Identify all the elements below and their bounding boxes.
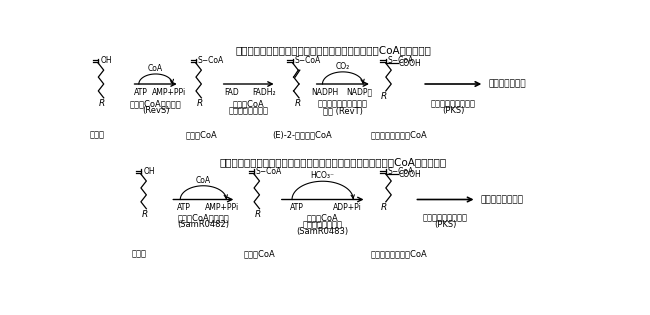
Text: アシルCoAリガーゼ: アシルCoAリガーゼ xyxy=(177,213,229,222)
Text: カルボキシラーゼ: カルボキシラーゼ xyxy=(303,220,343,229)
Text: NADPH: NADPH xyxy=(312,88,339,97)
Text: アシルCoA: アシルCoA xyxy=(244,249,276,259)
Text: アシルCoA: アシルCoA xyxy=(185,130,217,139)
Text: (PKS): (PKS) xyxy=(442,106,465,115)
Text: R: R xyxy=(255,210,261,219)
Text: (SamR0483): (SamR0483) xyxy=(296,227,349,236)
Text: 脂肪酸: 脂肪酸 xyxy=(132,249,147,259)
Text: リベロマイシン: リベロマイシン xyxy=(488,79,526,89)
Text: アシルCoAリガーゼ: アシルCoAリガーゼ xyxy=(130,100,181,108)
Text: S−CoA: S−CoA xyxy=(198,56,224,65)
Text: S−CoA: S−CoA xyxy=(387,56,413,65)
Text: 還元・カルボキシル化: 還元・カルボキシル化 xyxy=(318,100,368,108)
Text: S−CoA: S−CoA xyxy=(255,167,282,176)
Text: NADP＊: NADP＊ xyxy=(346,88,372,97)
Text: AMP+PPi: AMP+PPi xyxy=(205,203,239,212)
Text: FADH₂: FADH₂ xyxy=(252,88,276,97)
Text: ATP: ATP xyxy=(289,203,304,212)
Text: AMP+PPi: AMP+PPi xyxy=(152,88,187,97)
Text: CoA: CoA xyxy=(196,175,211,185)
Text: (SamR0482): (SamR0482) xyxy=(177,220,229,229)
Text: R: R xyxy=(197,100,203,108)
Text: ポリケチド合成酵素: ポリケチド合成酵素 xyxy=(423,213,468,222)
Text: デヒドロゲナーゼ: デヒドロゲナーゼ xyxy=(229,106,268,115)
Text: S−CoA: S−CoA xyxy=(387,167,413,176)
Text: 脂肪酸: 脂肪酸 xyxy=(89,130,104,139)
Text: 酵素 (RevT): 酵素 (RevT) xyxy=(323,106,363,115)
Text: R: R xyxy=(99,100,105,108)
Text: FAD: FAD xyxy=(224,88,239,97)
Text: ATP: ATP xyxy=(177,203,190,212)
Text: HCO₃⁻: HCO₃⁻ xyxy=(311,171,335,180)
Text: 還元・カルボキシル化酵素に依存しない新規アルキルマロニルCoA生合成経路: 還元・カルボキシル化酵素に依存しない新規アルキルマロニルCoA生合成経路 xyxy=(220,157,447,167)
Text: S−CoA: S−CoA xyxy=(294,56,320,65)
Text: CoA: CoA xyxy=(148,64,163,73)
Text: アルキルマロニルCoA: アルキルマロニルCoA xyxy=(370,130,428,139)
Text: R: R xyxy=(142,210,148,219)
Text: 還元・カルボキシル化酵素によるアルキルマロニルCoA生合成経路: 還元・カルボキシル化酵素によるアルキルマロニルCoA生合成経路 xyxy=(235,45,431,55)
Text: COOH: COOH xyxy=(399,169,422,179)
Text: (PKS): (PKS) xyxy=(434,220,457,229)
Text: アシルCoA: アシルCoA xyxy=(233,100,265,108)
Text: OH: OH xyxy=(143,167,155,176)
Text: アシルCoA: アシルCoA xyxy=(307,213,339,222)
Text: CO₂: CO₂ xyxy=(335,62,350,71)
Text: R: R xyxy=(381,93,387,101)
Text: R: R xyxy=(294,100,300,108)
Text: スタンボマイシン: スタンボマイシン xyxy=(480,195,523,204)
Text: (E)-2-エノイルCoA: (E)-2-エノイルCoA xyxy=(272,130,332,139)
Text: COOH: COOH xyxy=(399,59,422,68)
Text: ATP: ATP xyxy=(135,88,148,97)
Text: アルキルマロニルCoA: アルキルマロニルCoA xyxy=(370,249,428,259)
Text: ポリケチド合成酵素: ポリケチド合成酵素 xyxy=(431,100,476,108)
Text: R: R xyxy=(381,203,387,212)
Text: OH: OH xyxy=(101,56,112,65)
Text: (RevS): (RevS) xyxy=(142,106,170,115)
Text: ADP+Pi: ADP+Pi xyxy=(333,203,361,212)
